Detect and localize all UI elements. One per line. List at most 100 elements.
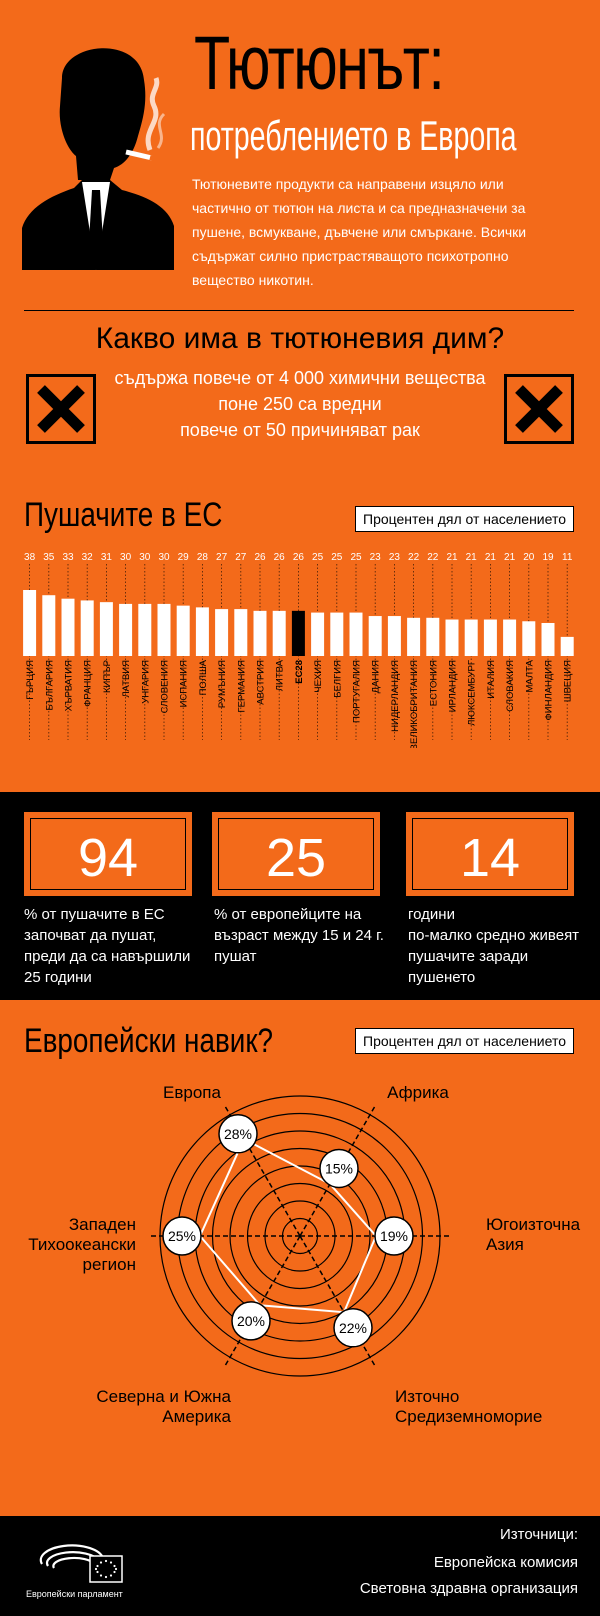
radar-value-bubble bbox=[333, 1308, 373, 1348]
bar bbox=[464, 619, 478, 656]
radar-value-bubble bbox=[319, 1148, 359, 1189]
bar bbox=[349, 612, 363, 656]
radar-chart: 28% 15% 19% 22% 20% 25% Европа Африка Югоизточна… bbox=[28, 1083, 581, 1426]
bar-category-label: ЕС28 bbox=[294, 660, 305, 684]
bar-category-label: ИРЛАНДИЯ bbox=[448, 660, 459, 712]
bar-value-label: 28 bbox=[197, 552, 209, 563]
bar-category-label: ЛЮКСЕМБУРГ bbox=[467, 660, 478, 726]
bar-category-label: ИСПАНИЯ bbox=[179, 660, 190, 708]
bar-value-label: 27 bbox=[216, 552, 228, 563]
smoke-section-title: Какво има в тютюневия дим? bbox=[95, 322, 505, 355]
bar-value-label: 26 bbox=[274, 552, 286, 563]
footer: Европейски парламент Източници: Европейс… bbox=[0, 1516, 600, 1616]
bar-category-label: ИТАЛИЯ bbox=[486, 660, 497, 699]
bar-category-label: АВСТРИЯ bbox=[256, 660, 267, 705]
bar-value-label: 38 bbox=[24, 552, 36, 563]
bar bbox=[176, 605, 190, 656]
bar-chart-unit-label: Процентен дял от населението bbox=[355, 506, 574, 532]
source-item: Европейска комисия bbox=[433, 1554, 578, 1571]
bar-value-label: 11 bbox=[562, 552, 573, 563]
bar-category-label: ШВЕЦИЯ bbox=[563, 660, 574, 702]
source-item: Световна здравна организация bbox=[359, 1580, 578, 1597]
bar-value-label: 27 bbox=[235, 552, 247, 563]
stat-number: 14 bbox=[459, 828, 521, 888]
smoker-silhouette-icon bbox=[22, 48, 174, 270]
bar-category-label: ДАНИЯ bbox=[371, 660, 382, 693]
bar-category-label: СЛОВАКИЯ bbox=[505, 660, 516, 712]
bar bbox=[387, 616, 401, 656]
radar-value-label: 20% bbox=[237, 1313, 265, 1329]
bar-value-label: 30 bbox=[139, 552, 151, 563]
bar-value-label: 19 bbox=[542, 552, 554, 563]
bar bbox=[253, 610, 267, 656]
bar-chart: 38 ГЪРЦИЯ 35 БЪЛГАРИЯ 33 ХЪРВАТИЯ 32 ФРАНЦИЯ 31 К… bbox=[23, 552, 574, 748]
radar-value-label: 28% bbox=[224, 1126, 252, 1142]
bar bbox=[80, 600, 94, 656]
bar-value-label: 21 bbox=[504, 552, 516, 563]
cigarette-icon bbox=[125, 149, 153, 161]
bar-category-label: ХЪРВАТИЯ bbox=[64, 660, 75, 711]
bar bbox=[483, 619, 497, 656]
bar-category-label: ПОРТУГАЛИЯ bbox=[352, 660, 363, 723]
bar-value-label: 32 bbox=[82, 552, 94, 563]
bar-value-label: 30 bbox=[158, 552, 170, 563]
bar-category-label: ЧЕХИЯ bbox=[313, 660, 324, 693]
bar-value-label: 33 bbox=[62, 552, 74, 563]
hazard-x-icon bbox=[504, 374, 574, 444]
radar-value-bubble bbox=[231, 1301, 271, 1341]
bar bbox=[522, 621, 536, 656]
bar-value-label: 25 bbox=[350, 552, 362, 563]
bar-value-label: 31 bbox=[101, 552, 113, 563]
stat-number: 25 bbox=[265, 828, 327, 888]
bar-category-label: ФИНЛАНДИЯ bbox=[544, 660, 555, 721]
bar-category-label: ЕСТОНИЯ bbox=[428, 660, 439, 706]
bar-value-label: 22 bbox=[408, 552, 420, 563]
bar-category-label: ПОЛША bbox=[198, 659, 209, 695]
radar-ring bbox=[229, 1165, 371, 1307]
stat-box-1: 94 bbox=[24, 812, 192, 896]
bar-category-label: ЛИТВА bbox=[275, 659, 286, 691]
smoke-fact-3: повече от 50 причиняват рак bbox=[180, 420, 420, 440]
radar-value-bubble bbox=[162, 1216, 202, 1256]
bar-chart-title: Пушачите в ЕС bbox=[24, 496, 223, 534]
bar-value-label: 21 bbox=[446, 552, 458, 563]
bar-category-label: ФРАНЦИЯ bbox=[83, 660, 94, 707]
bar-category-label: ВЕЛИКОБРИТАНИЯ bbox=[409, 660, 420, 748]
bar-category-label: КИПЪР bbox=[102, 660, 113, 693]
bar bbox=[272, 610, 286, 656]
page-title: Тютюнът: bbox=[194, 21, 445, 106]
logo-text: Европейски парламент bbox=[26, 1589, 123, 1599]
radar-category-label: Югоизточна Азия bbox=[486, 1215, 581, 1254]
bar-category-label: ГЪРЦИЯ bbox=[25, 660, 36, 700]
stat-caption-1: % от пушачите в ЕС започват да пушат, пред… bbox=[24, 906, 191, 986]
bar-category-label: МАЛТА bbox=[524, 659, 535, 692]
radar-spoke bbox=[299, 1235, 376, 1367]
radar-chart-unit-label: Процентен дял от населението bbox=[355, 1028, 574, 1054]
bar bbox=[234, 609, 248, 656]
radar-category-label: Северна и Южна Америка bbox=[96, 1387, 231, 1426]
stat-box-2: 25 bbox=[212, 812, 380, 896]
sources-title: Източници: bbox=[500, 1526, 578, 1543]
european-parliament-logo-icon bbox=[39, 1544, 123, 1583]
bar-value-label: 29 bbox=[178, 552, 190, 563]
radar-chart-title: Европейски навик? bbox=[24, 1022, 274, 1060]
bar bbox=[560, 636, 574, 656]
radar-value-bubble bbox=[374, 1216, 414, 1256]
bar bbox=[61, 598, 75, 656]
bar bbox=[138, 603, 152, 656]
bar bbox=[195, 607, 209, 656]
bar-category-label: БЪЛГАРИЯ bbox=[44, 660, 55, 711]
bar-value-label: 25 bbox=[312, 552, 324, 563]
radar-category-label: Западен Тихоокеански регион bbox=[28, 1215, 136, 1274]
bar-value-label: 23 bbox=[389, 552, 401, 563]
radar-value-label: 25% bbox=[168, 1228, 196, 1244]
bar-value-label: 21 bbox=[485, 552, 497, 563]
bar-value-label: 26 bbox=[293, 552, 305, 563]
radar-value-label: 22% bbox=[339, 1320, 367, 1336]
bar bbox=[330, 612, 344, 656]
bar bbox=[157, 603, 171, 656]
bar bbox=[503, 619, 517, 656]
bar bbox=[42, 595, 56, 656]
radar-category-label: Източно Средиземноморие bbox=[395, 1387, 542, 1426]
hazard-x-icon bbox=[26, 374, 96, 444]
